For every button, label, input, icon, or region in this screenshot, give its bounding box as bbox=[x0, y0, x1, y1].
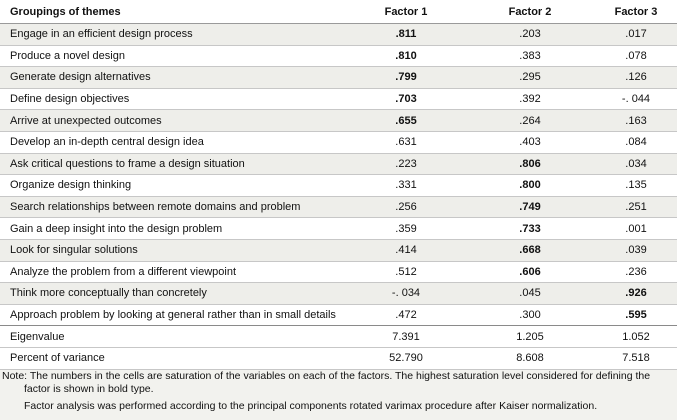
table-row: Produce a novel design .810 .383 .078 bbox=[0, 45, 677, 68]
table-row: Percent of variance 52.790 8.608 7.518 bbox=[0, 347, 677, 370]
factor-2-cell: .045 bbox=[519, 287, 541, 300]
factor-1-cell: .703 bbox=[395, 93, 417, 106]
factor-3-cell: .251 bbox=[625, 201, 647, 214]
row-label: Gain a deep insight into the design prob… bbox=[10, 222, 223, 235]
table-row: Eigenvalue 7.391 1.205 1.052 bbox=[0, 326, 677, 348]
table-row: Develop an in-depth central design idea.… bbox=[0, 131, 677, 154]
factor-2-cell: .392 bbox=[519, 93, 541, 106]
factor-table: Groupings of themes Factor 1 Factor 2 Fa… bbox=[0, 0, 677, 370]
factor-1-cell: -. 034 bbox=[391, 287, 421, 300]
table-row: Generate design alternatives .799 .295 .126 bbox=[0, 67, 677, 89]
factor-2-cell: .733 bbox=[519, 222, 541, 235]
header-factor-3: Factor 3 bbox=[614, 5, 658, 18]
factor-1-cell: .811 bbox=[395, 28, 417, 41]
row-label: Ask critical questions to frame a design… bbox=[10, 157, 245, 170]
factor-1-cell: 52.790 bbox=[389, 352, 423, 365]
factor-3-cell: .084 bbox=[625, 136, 647, 149]
note-line-1: Note: The numbers in the cells are satur… bbox=[2, 370, 651, 382]
factor-2-cell: .606 bbox=[519, 265, 541, 278]
factor-1-cell: .223 bbox=[395, 157, 417, 170]
table-body: Engage in an efficient design process .81… bbox=[0, 24, 677, 327]
factor-2-cell: .203 bbox=[519, 28, 541, 41]
note-line-2: factor is shown in bold type. bbox=[24, 383, 154, 395]
table-row: Organize design thinking .331 .800 .135 bbox=[0, 175, 677, 197]
factor-3-cell: .001 bbox=[625, 222, 647, 235]
header-factor-1: Factor 1 bbox=[384, 5, 428, 18]
factor-1-cell: .331 bbox=[395, 179, 417, 192]
row-label: Organize design thinking bbox=[10, 179, 132, 192]
factor-1-cell: 7.391 bbox=[392, 330, 420, 343]
factor-2-cell: .403 bbox=[519, 136, 541, 149]
factor-3-cell: .595 bbox=[625, 309, 647, 322]
row-label: Define design objectives bbox=[10, 93, 130, 106]
table-header-row: Groupings of themes Factor 1 Factor 2 Fa… bbox=[0, 0, 677, 24]
factor-3-cell: 1.052 bbox=[622, 330, 650, 343]
row-label: Develop an in-depth central design idea bbox=[10, 136, 204, 149]
header-groupings: Groupings of themes bbox=[10, 5, 121, 18]
factor-2-cell: 1.205 bbox=[516, 330, 544, 343]
header-factor-2: Factor 2 bbox=[508, 5, 552, 18]
table-row: Search relationships between remote doma… bbox=[0, 196, 677, 219]
table-row: Analyze the problem from a different vie… bbox=[0, 261, 677, 284]
factor-2-cell: .383 bbox=[519, 49, 541, 62]
factor-2-cell: .800 bbox=[519, 179, 541, 192]
factor-3-cell: .163 bbox=[625, 114, 647, 127]
table-note: Note: The numbers in the cells are satur… bbox=[2, 370, 672, 413]
table-row: Think more conceptually than concretely -… bbox=[0, 283, 677, 305]
factor-3-cell: .126 bbox=[625, 71, 647, 84]
factor-3-cell: .039 bbox=[625, 244, 647, 257]
factor-1-cell: .799 bbox=[395, 71, 417, 84]
table-row: Look for singular solutions .414 .668 .039 bbox=[0, 239, 677, 262]
factor-3-cell: .017 bbox=[625, 28, 647, 41]
factor-3-cell: .926 bbox=[625, 287, 647, 300]
table-row: Arrive at unexpected outcomes .655 .264 .16… bbox=[0, 110, 677, 132]
factor-2-cell: .668 bbox=[519, 244, 541, 257]
factor-1-cell: .512 bbox=[395, 265, 417, 278]
factor-1-cell: .414 bbox=[395, 244, 417, 257]
row-label: Produce a novel design bbox=[10, 49, 125, 62]
factor-2-cell: .295 bbox=[519, 71, 541, 84]
factor-3-cell: .135 bbox=[625, 179, 647, 192]
factor-1-cell: .655 bbox=[395, 114, 417, 127]
row-label: Search relationships between remote doma… bbox=[10, 201, 301, 214]
row-label: Eigenvalue bbox=[10, 330, 65, 343]
factor-2-cell: .749 bbox=[519, 201, 541, 214]
row-label: Analyze the problem from a different vie… bbox=[10, 265, 237, 278]
table-row: Engage in an efficient design process .81… bbox=[0, 24, 677, 46]
row-label: Engage in an efficient design process bbox=[10, 28, 193, 41]
table-row: Ask critical questions to frame a design… bbox=[0, 153, 677, 176]
factor-3-cell: .078 bbox=[625, 49, 647, 62]
row-label: Percent of variance bbox=[10, 352, 105, 365]
note-line-3: Factor analysis was performed according … bbox=[24, 400, 598, 412]
factor-2-cell: .264 bbox=[519, 114, 541, 127]
factor-3-cell: .034 bbox=[625, 157, 647, 170]
table-summary: Eigenvalue 7.391 1.205 1.052 Percent of vari… bbox=[0, 326, 677, 370]
factor-1-cell: .256 bbox=[395, 201, 417, 214]
factor-1-cell: .810 bbox=[395, 49, 417, 62]
factor-2-cell: .806 bbox=[519, 157, 541, 170]
row-label: Think more conceptually than concretely bbox=[10, 287, 207, 300]
row-label: Arrive at unexpected outcomes bbox=[10, 114, 162, 127]
factor-2-cell: .300 bbox=[519, 309, 541, 322]
row-label: Approach problem by looking at general r… bbox=[10, 309, 336, 322]
table-row: Gain a deep insight into the design prob… bbox=[0, 218, 677, 240]
factor-2-cell: 8.608 bbox=[516, 352, 544, 365]
row-label: Generate design alternatives bbox=[10, 71, 151, 84]
factor-1-cell: .359 bbox=[395, 222, 417, 235]
factor-3-cell: .236 bbox=[625, 265, 647, 278]
table-row: Approach problem by looking at general r… bbox=[0, 304, 677, 327]
row-label: Look for singular solutions bbox=[10, 244, 138, 257]
table-row: Define design objectives .703 .392 -. 044 bbox=[0, 88, 677, 111]
factor-1-cell: .631 bbox=[395, 136, 417, 149]
factor-3-cell: -. 044 bbox=[621, 93, 651, 106]
factor-3-cell: 7.518 bbox=[622, 352, 650, 365]
factor-1-cell: .472 bbox=[395, 309, 417, 322]
